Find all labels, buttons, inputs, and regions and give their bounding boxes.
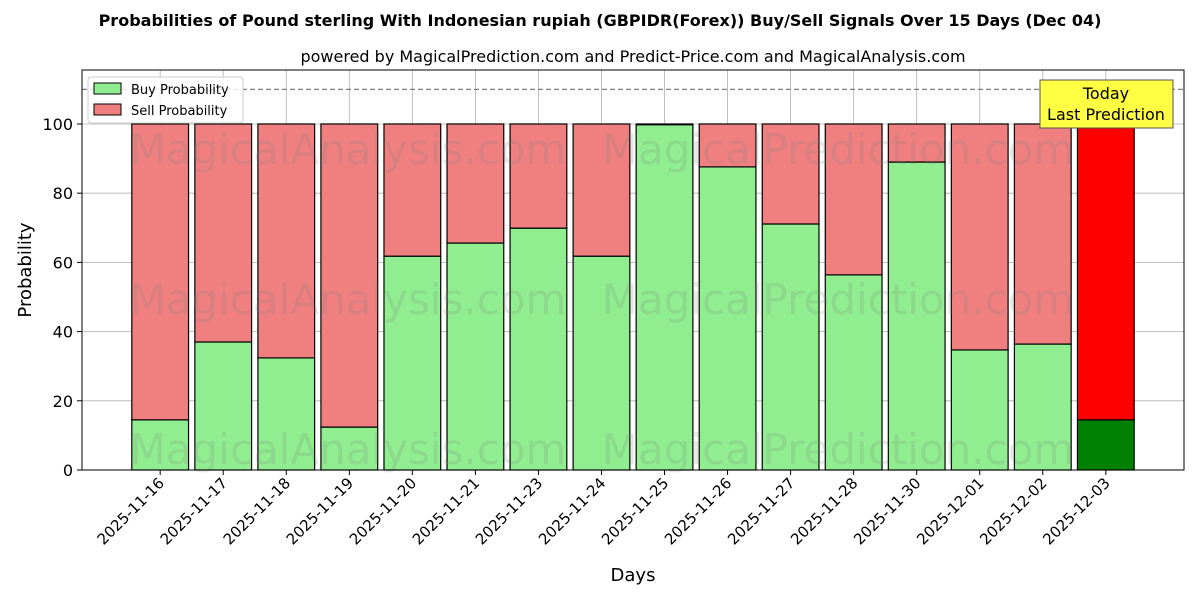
chart-title: Probabilities of Pound sterling With Ind… (99, 11, 1102, 30)
x-tick-label: 2025-11-24 (535, 474, 609, 548)
sell-bar (761, 123, 820, 225)
x-tick-label: 2025-11-16 (94, 474, 168, 548)
x-tick-label: 2025-12-02 (976, 474, 1050, 548)
watermark: MagicalAnalysis.com (130, 125, 567, 174)
y-tick-label: 0 (63, 461, 73, 480)
y-axis-label: Probability (15, 222, 36, 317)
buy-bar (572, 255, 631, 471)
sell-bar (1013, 123, 1072, 345)
buy-bar (635, 124, 694, 471)
sell-bar (446, 123, 505, 244)
y-tick-label: 100 (42, 115, 73, 134)
y-tick-label: 20 (53, 392, 73, 411)
legend-swatch (93, 103, 122, 116)
buy-bar (950, 349, 1009, 471)
x-tick-label: 2025-11-27 (724, 474, 798, 548)
buy-bar (509, 227, 568, 471)
legend: Buy Probability Sell Probability (87, 76, 244, 124)
watermark: MagicalAnalysis.com (130, 425, 567, 474)
sell-bar (887, 123, 946, 163)
plot-frame (81, 69, 1185, 471)
sell-bar (698, 123, 757, 168)
sell-bar (194, 123, 253, 343)
legend-swatch (93, 82, 122, 95)
buy-bar (383, 255, 442, 471)
buy-bar (824, 274, 883, 471)
buy-bar (446, 242, 505, 471)
sell-bar (131, 123, 190, 421)
x-tick-label: 2025-11-18 (220, 474, 294, 548)
x-tick-label: 2025-11-17 (157, 474, 231, 548)
annotation-line1: Today (1082, 84, 1129, 103)
x-tick-label: 2025-12-01 (913, 474, 987, 548)
sell-bar (1076, 123, 1135, 421)
sell-bar (383, 123, 442, 257)
y-tick-label: 40 (53, 323, 73, 342)
x-tick-label: 2025-11-21 (409, 474, 483, 548)
buy-bar (1076, 419, 1135, 471)
sell-bar (950, 123, 1009, 351)
annotation-line2: Last Prediction (1047, 105, 1165, 124)
x-tick-label: 2025-11-28 (787, 474, 861, 548)
chart-subtitle: powered by MagicalPrediction.com and Pre… (300, 47, 965, 66)
x-tick-label: 2025-11-19 (283, 474, 357, 548)
y-tick-label: 80 (53, 184, 73, 203)
x-tick-label: 2025-12-03 (1039, 474, 1113, 548)
x-tick-label: 2025-11-23 (472, 474, 546, 548)
sell-bar (824, 123, 883, 276)
sell-bar (572, 123, 631, 257)
buy-bar (1013, 343, 1072, 471)
watermark: MagicalAnalysis.com (130, 275, 567, 324)
x-tick-label: 2025-11-26 (661, 474, 735, 548)
x-axis-label: Days (611, 565, 656, 586)
buy-bar (257, 357, 316, 471)
buy-bar (761, 223, 820, 471)
legend-label: Buy Probability (131, 83, 229, 98)
buy-bar (698, 166, 757, 471)
y-tick-label: 60 (53, 253, 73, 272)
today-annotation: Today Last Prediction (1039, 79, 1174, 129)
x-tick-label: 2025-11-30 (850, 474, 924, 548)
legend-label: Sell Probability (131, 104, 228, 119)
buy-bar (194, 341, 253, 471)
sell-bar (635, 123, 694, 126)
watermark: MagicalPrediction.com (602, 425, 1075, 474)
x-tick-label: 2025-11-20 (346, 474, 420, 548)
x-tick-label: 2025-11-25 (598, 474, 672, 548)
watermark: MagicalPrediction.com (602, 275, 1075, 324)
buy-bar (887, 161, 946, 471)
sell-bar (509, 123, 568, 229)
sell-bar (257, 123, 316, 359)
sell-bar (320, 123, 379, 428)
watermark: MagicalPrediction.com (602, 125, 1075, 174)
